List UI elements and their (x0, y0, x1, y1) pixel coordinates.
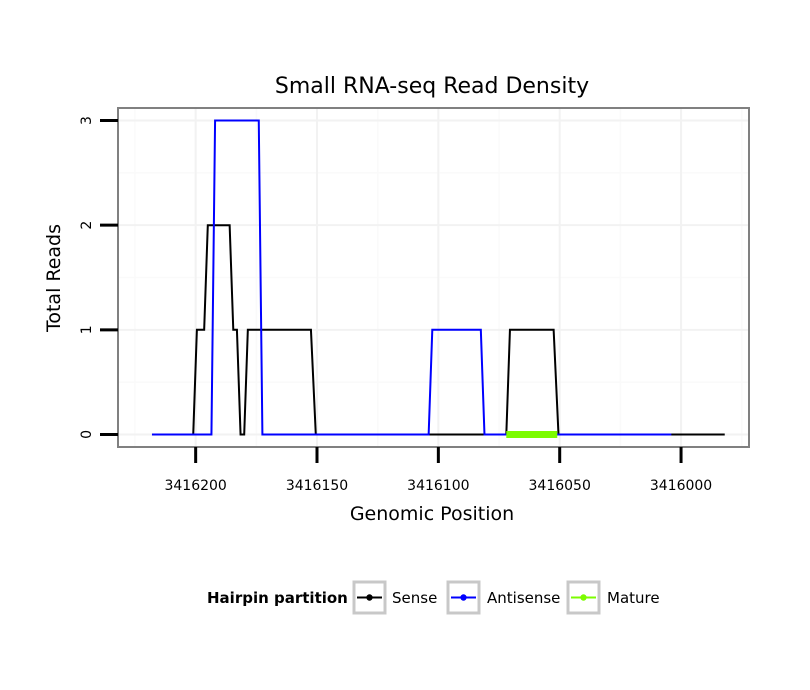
minor-gridlines (118, 108, 749, 447)
legend-label-antisense: Antisense (487, 589, 560, 607)
legend-item-mature: Mature (566, 580, 660, 615)
chart-title: Small RNA-seq Read Density (275, 74, 589, 99)
legend-item-antisense: Antisense (446, 580, 560, 615)
x-axis-title: Genomic Position (350, 503, 514, 525)
y-tick-label: 0 (79, 430, 95, 439)
legend-item-sense: Sense (352, 580, 437, 615)
y-tick-label: 1 (79, 325, 95, 334)
plot-panel (117, 107, 750, 448)
legend-point-mature (580, 594, 587, 601)
y-axis-title: Total Reads (43, 224, 65, 333)
series-layer (151, 119, 725, 438)
legend-point-antisense (460, 594, 467, 601)
legend-label-sense: Sense (392, 589, 437, 607)
x-tick-label: 3416150 (286, 478, 348, 494)
legend-label-mature: Mature (607, 589, 660, 607)
panel-border (117, 107, 750, 448)
series-line-sense (151, 224, 725, 436)
y-tick-label: 2 (79, 221, 95, 230)
y-tick-label: 3 (79, 116, 95, 125)
y-axis: 0 1 2 3 (79, 116, 118, 439)
legend-point-sense (366, 594, 373, 601)
x-tick-label: 3416050 (529, 478, 591, 494)
x-tick-label: 3416000 (650, 478, 712, 494)
legend: Hairpin partition Sense Antisense Mature (207, 580, 660, 615)
x-tick-label: 3416200 (164, 478, 226, 494)
x-axis: 3416200 3416150 3416100 3416050 3416000 (164, 447, 712, 494)
series-line-antisense (151, 119, 672, 436)
legend-title: Hairpin partition (207, 589, 348, 607)
x-tick-label: 3416100 (407, 478, 469, 494)
